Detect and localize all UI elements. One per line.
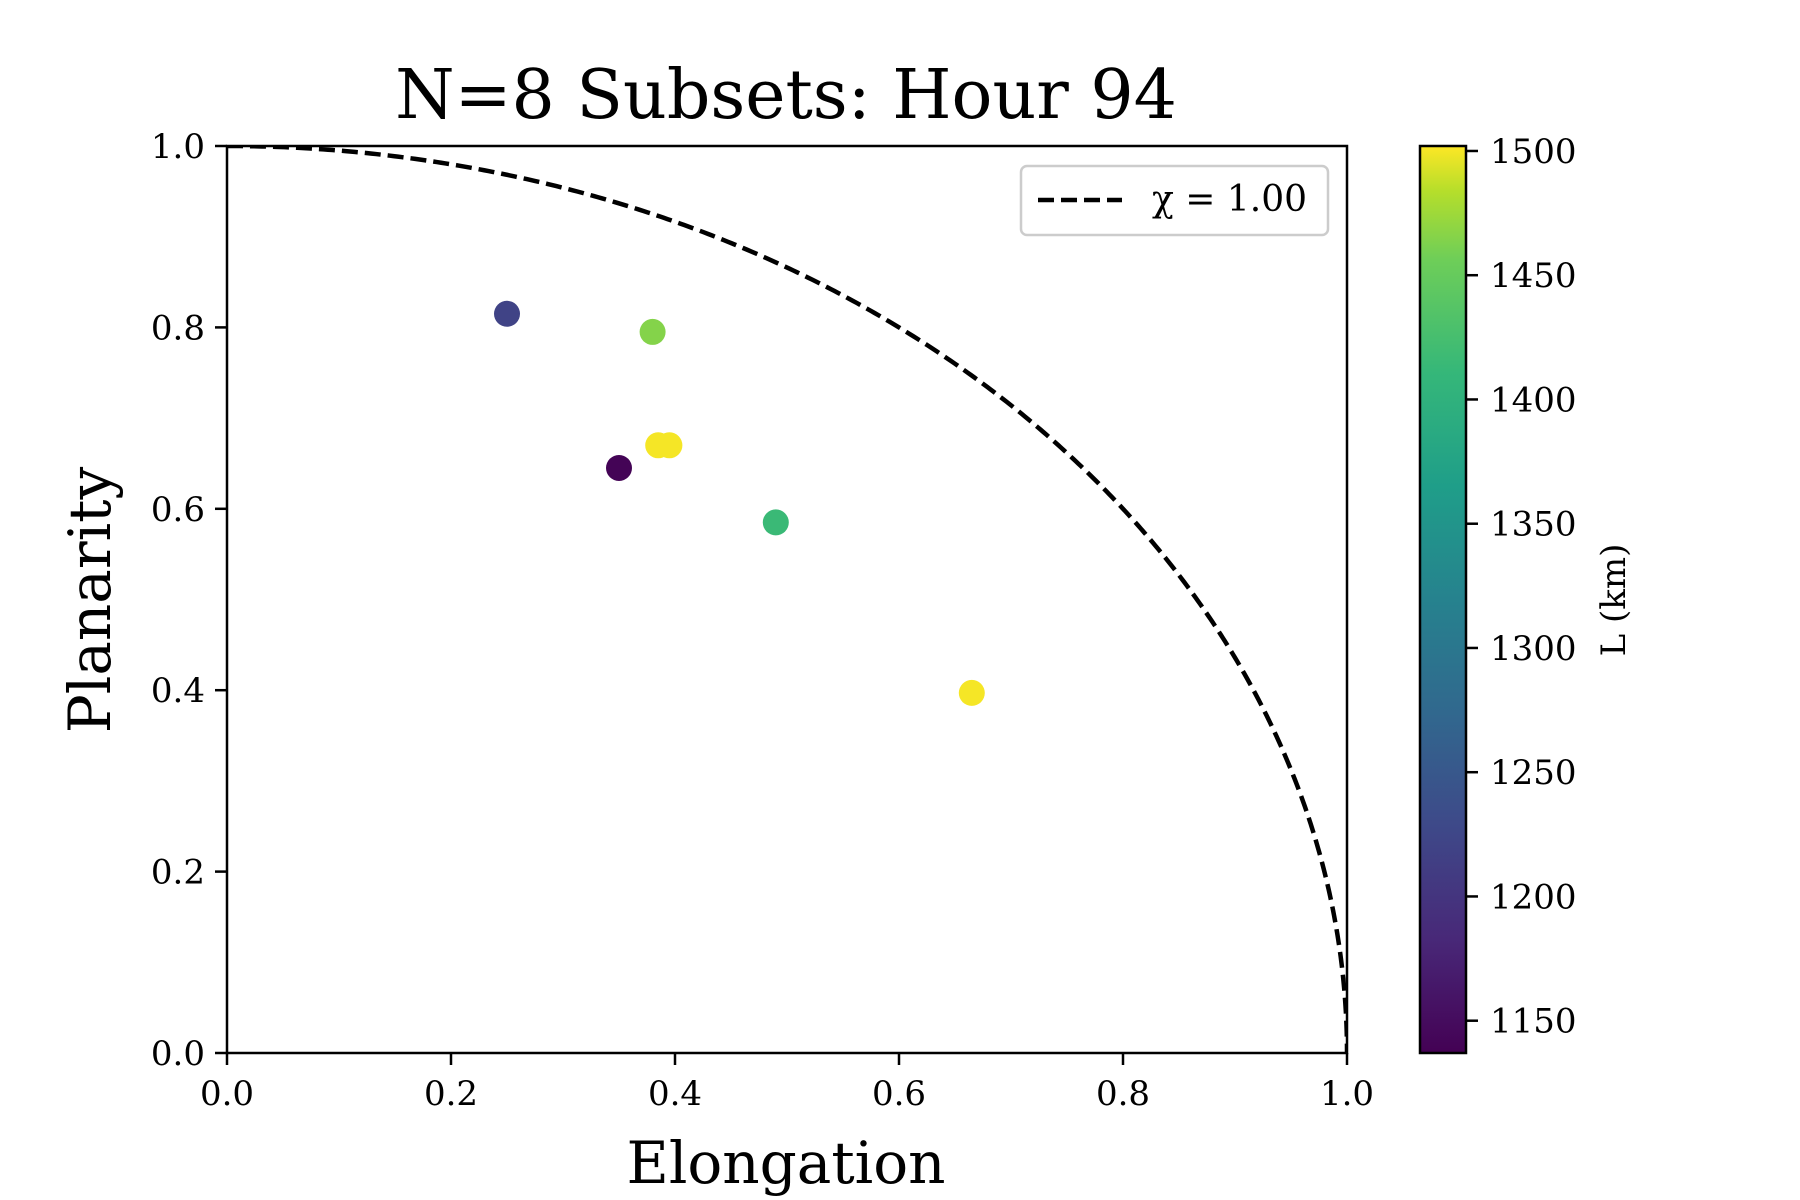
scatter-point [656,432,683,459]
scatter-point [494,300,520,327]
reference-curve-layer [226,145,1348,1054]
scatter-points [494,300,985,706]
y-tick-label: 0.2 [151,853,205,893]
colorbar-tick-label: 1250 [1490,753,1577,793]
reference-curve [226,145,1348,1054]
x-axis-label: Elongation [627,1129,946,1197]
colorbar-ticks: 1150 1200 1250 1300 1350 1400 1450 1500 [1466,132,1577,1042]
colorbar-tick-label: 1450 [1490,256,1577,296]
colorbar-tick-label: 1500 [1490,132,1577,172]
colorbar-tick-label: 1200 [1490,877,1577,917]
colorbar-tick-label: 1350 [1490,505,1577,545]
x-tick-label: 0.4 [648,1074,702,1114]
x-tick-label: 0.8 [1096,1074,1150,1114]
scatter-point [606,454,632,481]
y-tick-label: 0.6 [151,490,205,530]
y-tick-label: 1.0 [151,127,205,167]
y-tick-label: 0.4 [151,671,205,711]
legend-box [1019,164,1330,237]
chart-title: N=8 Subsets: Hour 94 [395,56,1177,135]
scatter-point [639,318,666,345]
colorbar-tick-label: 1400 [1490,380,1577,420]
plot-frame [225,144,1349,1055]
scatter-point [762,509,789,536]
colorbar-tick-label: 1300 [1490,629,1577,669]
x-tick-label: 0.0 [200,1074,254,1114]
colorbar-gradient [1418,144,1468,1055]
y-tick-label: 0.8 [151,308,205,348]
scatter-point [958,679,985,706]
y-axis-ticks: 0.0 0.2 0.4 0.6 0.8 1.0 [151,127,227,1074]
x-tick-label: 0.6 [872,1074,926,1114]
legend-label: χ = 1.00 [1152,179,1307,220]
x-axis-ticks: 0.0 0.2 0.4 0.6 0.8 1.0 [200,1053,1374,1114]
legend: χ = 1.00 [1019,164,1330,237]
colorbar: 1150 1200 1250 1300 1350 1400 1450 1500 L (km) [1418,132,1634,1055]
y-tick-label: 0.0 [151,1034,205,1074]
y-axis-label: Planarity [56,467,124,734]
colorbar-tick-label: 1150 [1490,1002,1577,1042]
x-tick-label: 0.2 [424,1074,478,1114]
x-tick-label: 1.0 [1320,1074,1374,1114]
colorbar-label: L (km) [1594,544,1634,657]
